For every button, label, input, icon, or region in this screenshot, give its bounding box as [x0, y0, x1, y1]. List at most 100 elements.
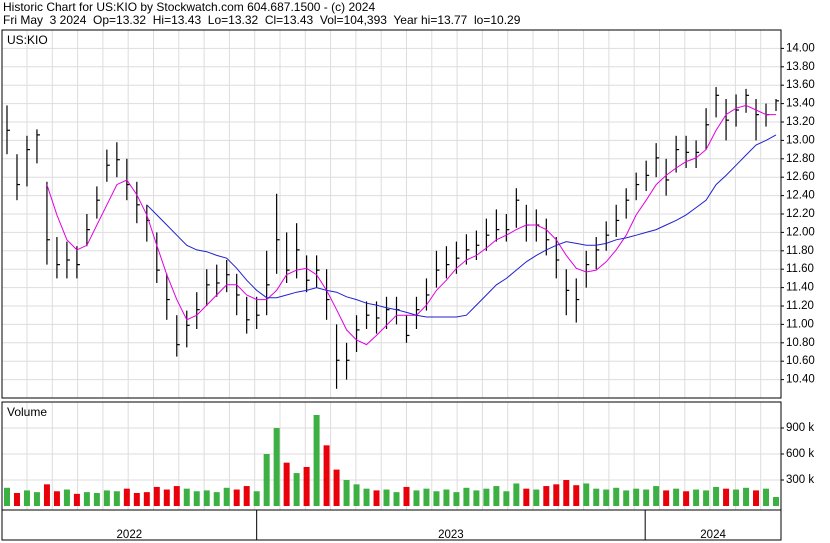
y-tick-label: 13.00 — [786, 134, 815, 146]
volume-bar — [443, 489, 450, 506]
volume-bar — [263, 454, 270, 506]
grid — [2, 30, 781, 510]
plot — [3, 87, 780, 506]
volume-bar — [633, 488, 640, 506]
volume-bar — [273, 428, 280, 506]
volume-bar — [563, 480, 570, 506]
moving-average — [46, 104, 776, 346]
volume-bar — [353, 484, 360, 506]
volume-bar — [93, 493, 100, 506]
x-tick-label: 2022 — [117, 529, 143, 541]
volume-bar — [583, 483, 590, 506]
volume-bar — [663, 490, 670, 506]
volume-bar — [73, 493, 80, 506]
volume-bar — [233, 489, 240, 506]
volume-bar — [463, 487, 470, 506]
y-tick-label: 12.60 — [786, 171, 815, 183]
volume-bar — [673, 488, 680, 506]
y-tick-label: 13.60 — [786, 79, 815, 91]
y-tick-label: 10.80 — [786, 337, 815, 349]
volume-bar — [393, 492, 400, 506]
y-tick-label: 13.20 — [786, 116, 815, 128]
volume-bar — [33, 492, 40, 506]
y-tick-label: 13.80 — [786, 61, 815, 73]
volume-bar — [423, 488, 430, 506]
volume-bar — [723, 488, 730, 506]
volume-bar — [13, 493, 20, 506]
y-tick-label: 900 k — [786, 422, 814, 434]
volume-bar — [703, 490, 710, 506]
volume-bar — [303, 467, 310, 506]
volume-bar — [53, 491, 60, 506]
volume-bar — [113, 491, 120, 506]
volume-bar — [433, 491, 440, 506]
y-tick-label: 12.80 — [786, 153, 815, 165]
volume-bar — [293, 473, 300, 506]
volume-bar — [23, 490, 30, 506]
y-tick-label: 11.40 — [786, 282, 814, 294]
volume-bar — [103, 490, 110, 506]
volume-bar — [743, 487, 750, 506]
y-tick-label: 11.60 — [786, 263, 814, 275]
y-tick-label: 11.20 — [786, 300, 814, 312]
y-tick-label: 14.00 — [786, 42, 815, 54]
date-panel — [1, 509, 782, 541]
volume-bar — [603, 489, 610, 506]
volume-label: Volume — [7, 405, 47, 419]
volume-bar — [773, 496, 780, 506]
volume-bar — [133, 493, 140, 506]
y-tick-label: 13.40 — [786, 98, 815, 110]
volume-bar — [223, 487, 230, 506]
volume-bar — [283, 462, 290, 506]
volume-bar — [513, 483, 520, 506]
volume-bar — [403, 486, 410, 506]
volume-bar — [593, 488, 600, 506]
y-tick-label: 600 k — [786, 448, 814, 460]
y-tick-label: 10.40 — [786, 374, 815, 386]
symbol-label: US:KIO — [7, 33, 48, 47]
volume-bar — [203, 490, 210, 506]
volume-bar — [143, 492, 150, 506]
volume-bar — [713, 486, 720, 506]
volume-bar — [373, 490, 380, 506]
volume-bar — [313, 415, 320, 506]
volume-bar — [693, 489, 700, 506]
volume-bar — [163, 489, 170, 506]
volume-bar — [343, 480, 350, 506]
volume-bar — [323, 445, 330, 506]
volume-bar — [493, 486, 500, 506]
volume-bar — [683, 491, 690, 506]
volume-bar — [183, 488, 190, 506]
volume-bar — [763, 488, 770, 506]
volume-bar — [653, 486, 660, 506]
y-tick-label: 300 k — [786, 474, 814, 486]
volume-bar — [63, 489, 70, 506]
chart-subtitle: Fri May 3 2024 Op=13.32 Hi=13.43 Lo=13.3… — [3, 13, 521, 27]
volume-bar — [413, 490, 420, 506]
volume-bar — [333, 469, 340, 506]
volume-bar — [153, 486, 160, 506]
volume-bar — [383, 489, 390, 506]
volume-bar — [173, 486, 180, 506]
volume-bar — [543, 486, 550, 506]
volume-bar — [123, 488, 130, 506]
moving-average — [146, 134, 777, 318]
volume-bar — [623, 490, 630, 506]
volume-bar — [523, 488, 530, 506]
volume-bar — [363, 488, 370, 506]
volume-bar — [473, 490, 480, 506]
y-tick-label: 10.60 — [786, 355, 815, 367]
y-tick-label: 12.40 — [786, 190, 815, 202]
volume-bar — [753, 490, 760, 506]
volume-bar — [643, 489, 650, 506]
volume-bar — [613, 487, 620, 506]
volume-bar — [573, 485, 580, 506]
y-tick-label: 12.00 — [786, 226, 815, 238]
volume-bar — [733, 489, 740, 506]
volume-bar — [213, 492, 220, 506]
volume-bar — [3, 487, 10, 506]
volume-bar — [533, 489, 540, 506]
chart-title: Historic Chart for US:KIO by Stockwatch.… — [3, 0, 375, 14]
